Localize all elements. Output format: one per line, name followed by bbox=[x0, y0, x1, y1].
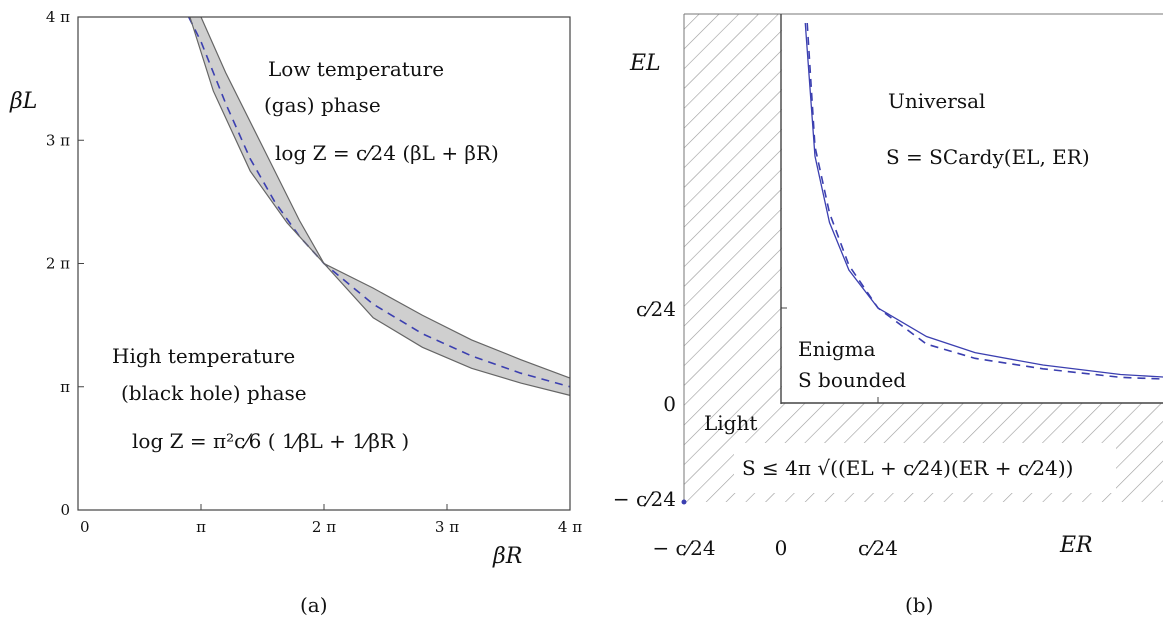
chart-b-corner-point bbox=[681, 499, 687, 505]
chart-a-xtick-label-1: π bbox=[196, 518, 206, 536]
high-phase-line2: (black hole) phase bbox=[121, 381, 307, 405]
enigma-line2: S bounded bbox=[798, 368, 906, 392]
chart-a-xtick-label-3: 3 π bbox=[435, 518, 459, 536]
chart-b-xtick-label-0: − c⁄24 bbox=[652, 536, 715, 560]
caption-a: (a) bbox=[300, 593, 328, 617]
chart-a-ytick-label-0: 0 bbox=[60, 501, 70, 519]
chart-b-ytick-label-0: − c⁄24 bbox=[613, 487, 676, 511]
chart-a-band-lower bbox=[189, 16, 571, 396]
light-formula: S ≤ 4π √((EL + c⁄24)(ER + c⁄24)) bbox=[742, 456, 1073, 480]
chart-a-ylabel: βL bbox=[9, 89, 37, 114]
chart-a-ytick-label-3: 3 π bbox=[46, 131, 70, 149]
low-phase-line2: (gas) phase bbox=[264, 93, 381, 117]
chart-a-critical-curve bbox=[187, 16, 571, 388]
chart-b-dashed-boundary bbox=[806, 22, 1163, 380]
chart-a-ytick-label-4: 4 π bbox=[46, 8, 70, 26]
chart-b-ytick-label-1: 0 bbox=[663, 392, 676, 416]
chart-b-xtick-label-2: c⁄24 bbox=[858, 536, 898, 560]
chart-a: 0 π 2 π 3 π 4 π 0 π 2 π 3 π 4 π βR βL Low temper… bbox=[9, 8, 582, 617]
chart-b-ylabel: EL bbox=[629, 51, 661, 76]
chart-b-xtick-label-1: 0 bbox=[775, 536, 788, 560]
chart-b: EL ER − c⁄24 0 c⁄24 − c⁄24 0 c⁄24 Universal S… bbox=[613, 13, 1163, 617]
chart-a-ytick-label-2: 2 π bbox=[46, 255, 70, 273]
high-phase-line1: High temperature bbox=[112, 344, 295, 368]
low-phase-formula: log Z = c⁄24 (βL + βR) bbox=[275, 141, 499, 165]
chart-b-solid-boundary bbox=[804, 22, 1163, 378]
high-phase-formula: log Z = π²c⁄6 ( 1⁄βL + 1⁄βR ) bbox=[132, 429, 409, 453]
chart-b-ytick-label-2: c⁄24 bbox=[636, 297, 676, 321]
chart-a-xtick-label-4: 4 π bbox=[558, 518, 582, 536]
chart-a-xlabel: βR bbox=[492, 544, 522, 569]
universal-label: Universal bbox=[888, 89, 985, 113]
chart-b-xlabel: ER bbox=[1059, 533, 1093, 558]
low-phase-line1: Low temperature bbox=[268, 57, 444, 81]
caption-b: (b) bbox=[905, 593, 933, 617]
chart-a-band-upper bbox=[200, 16, 571, 379]
chart-a-band bbox=[189, 17, 570, 396]
light-label: Light bbox=[704, 411, 757, 435]
enigma-line1: Enigma bbox=[798, 337, 876, 361]
chart-a-ytick-label-1: π bbox=[60, 378, 70, 396]
chart-a-xtick-label-2: 2 π bbox=[312, 518, 336, 536]
light-formula-bg bbox=[734, 443, 1116, 493]
chart-a-xtick-label-0: 0 bbox=[80, 518, 90, 536]
universal-formula: S = SCardy(EL, ER) bbox=[886, 145, 1090, 169]
